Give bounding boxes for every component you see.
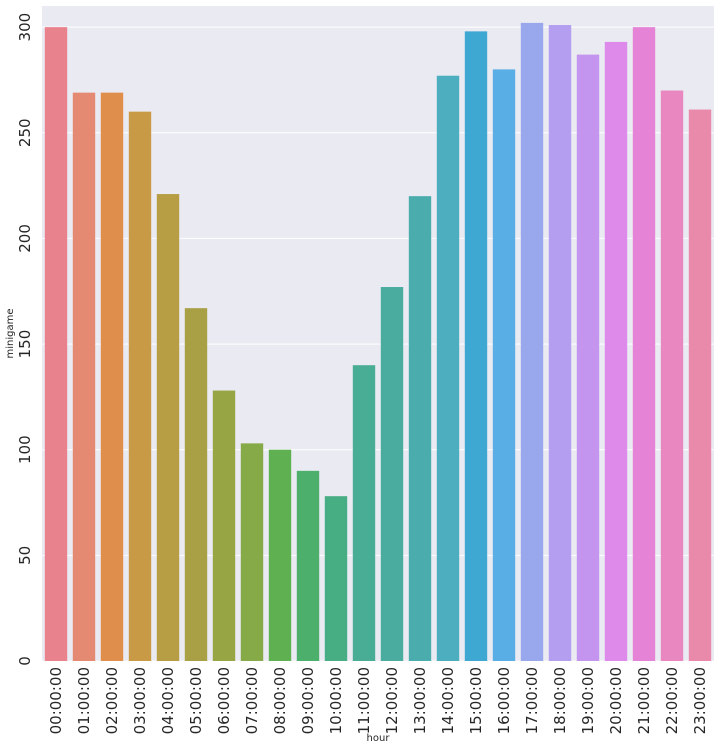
- x-tick-label: 08:00:00: [271, 667, 289, 734]
- bar: [184, 308, 208, 661]
- x-tick-label: 06:00:00: [215, 667, 233, 734]
- x-tick-label: 02:00:00: [103, 667, 121, 734]
- x-tick-label: 11:00:00: [355, 667, 373, 734]
- x-tick-label: 10:00:00: [327, 667, 345, 734]
- bar: [156, 194, 180, 661]
- x-tick-label: 13:00:00: [411, 667, 429, 734]
- x-tick-label: 19:00:00: [579, 667, 597, 734]
- y-tick-label: 250: [16, 118, 34, 147]
- x-tick-label: 09:00:00: [299, 667, 317, 734]
- y-tick-label: 0: [16, 656, 34, 666]
- x-tick-label: 23:00:00: [691, 667, 709, 734]
- x-tick-label: 22:00:00: [663, 667, 681, 734]
- x-tick-label: 03:00:00: [131, 667, 149, 734]
- bar: [576, 54, 600, 661]
- bar: [688, 109, 712, 662]
- bar: [296, 470, 320, 661]
- plot-background: [42, 6, 714, 661]
- bar: [100, 92, 124, 662]
- x-tick-label: 07:00:00: [243, 667, 261, 734]
- bar: [324, 496, 348, 661]
- x-tick-label: 05:00:00: [187, 667, 205, 734]
- y-tick-label: 50: [16, 546, 34, 565]
- y-tick-label: 150: [16, 330, 34, 359]
- x-axis-label: hour: [367, 733, 391, 744]
- bar: [128, 111, 152, 662]
- y-axis-label: minigame: [5, 308, 16, 358]
- x-tick-label: 21:00:00: [635, 667, 653, 734]
- bar: [352, 365, 376, 661]
- x-tick-label: 15:00:00: [467, 667, 485, 734]
- x-tick-label: 00:00:00: [47, 667, 65, 734]
- y-tick-label: 100: [16, 435, 34, 464]
- x-tick-label: 16:00:00: [495, 667, 513, 734]
- x-tick-label: 01:00:00: [75, 667, 93, 734]
- bar: [212, 390, 236, 661]
- bar: [632, 27, 656, 662]
- x-tick-label: 14:00:00: [439, 667, 457, 734]
- bar: [408, 196, 432, 661]
- x-tick-label: 17:00:00: [523, 667, 541, 734]
- bar: [604, 41, 628, 661]
- y-tick-labels: 0 50 100 150 200 250 300: [16, 13, 34, 666]
- bar: [72, 92, 96, 662]
- bar: [548, 25, 572, 662]
- bar: [520, 22, 544, 662]
- x-tick-labels: 00:00:00 01:00:00 02:00:00 03:00:00 04:00:00…: [47, 667, 709, 734]
- x-tick-label: 04:00:00: [159, 667, 177, 734]
- x-tick-label: 12:00:00: [383, 667, 401, 734]
- x-tick-label: 18:00:00: [551, 667, 569, 734]
- bar: [492, 69, 516, 662]
- bar: [464, 31, 488, 661]
- bar: [660, 90, 684, 662]
- y-tick-label: 200: [16, 224, 34, 253]
- bar: [380, 287, 404, 661]
- bar: [436, 75, 460, 661]
- y-tick-label: 300: [16, 13, 34, 42]
- grid-lines: [42, 26, 714, 662]
- bar: [240, 443, 264, 661]
- x-tick-label: 20:00:00: [607, 667, 625, 734]
- bars: [44, 22, 712, 662]
- bar: [268, 449, 292, 661]
- bar: [44, 27, 68, 662]
